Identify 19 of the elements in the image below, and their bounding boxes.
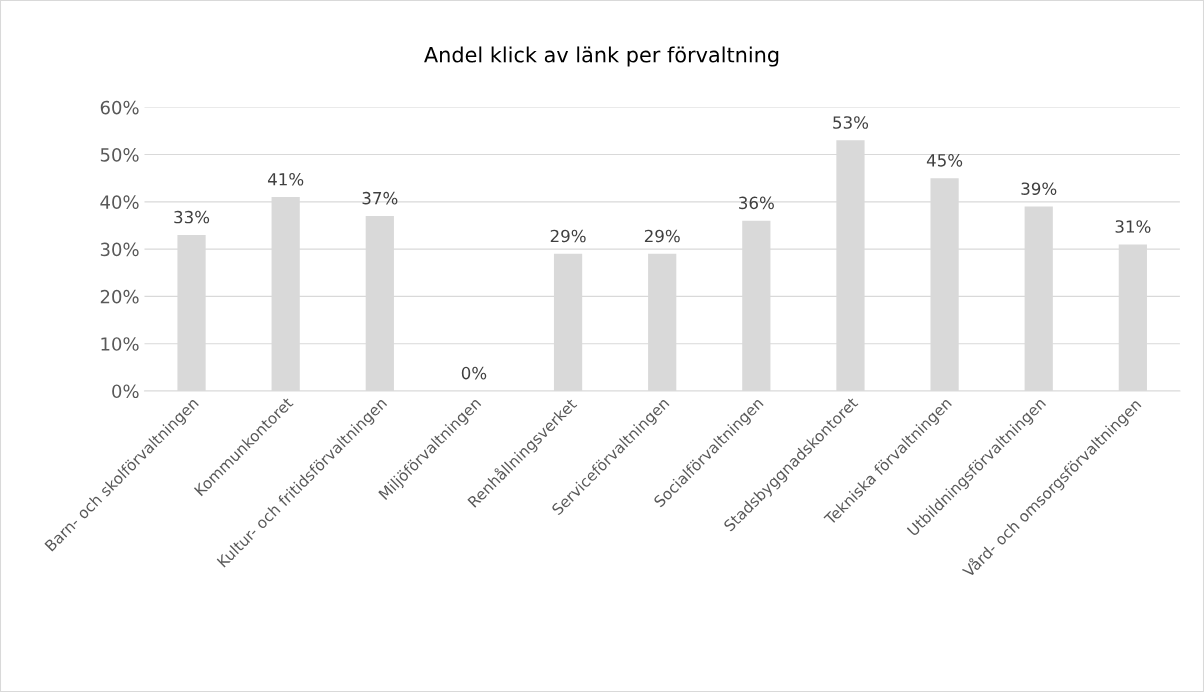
data-label: 39% [1021, 182, 1057, 195]
chart-title: Andel klick av länk per förvaltning [424, 46, 779, 67]
data-label: 29% [550, 229, 586, 243]
data-label: 29% [644, 229, 680, 243]
data-label: 36% [739, 196, 774, 210]
y-tick-label: 60% [100, 100, 139, 115]
y-tick-label: 0% [112, 384, 139, 399]
data-label: 41% [267, 172, 304, 186]
data-label: 37% [362, 191, 398, 205]
data-label: 53% [833, 116, 869, 129]
y-tick-label: 50% [100, 148, 139, 162]
data-label: 31% [1115, 220, 1151, 233]
data-label: 0% [461, 366, 487, 380]
data-label: 33% [174, 210, 210, 224]
y-tick-label: 20% [100, 289, 139, 304]
y-tick-label: 30% [100, 242, 139, 257]
data-label: 45% [926, 154, 963, 167]
y-tick-label: 40% [100, 195, 139, 209]
y-tick-label: 10% [101, 337, 139, 351]
